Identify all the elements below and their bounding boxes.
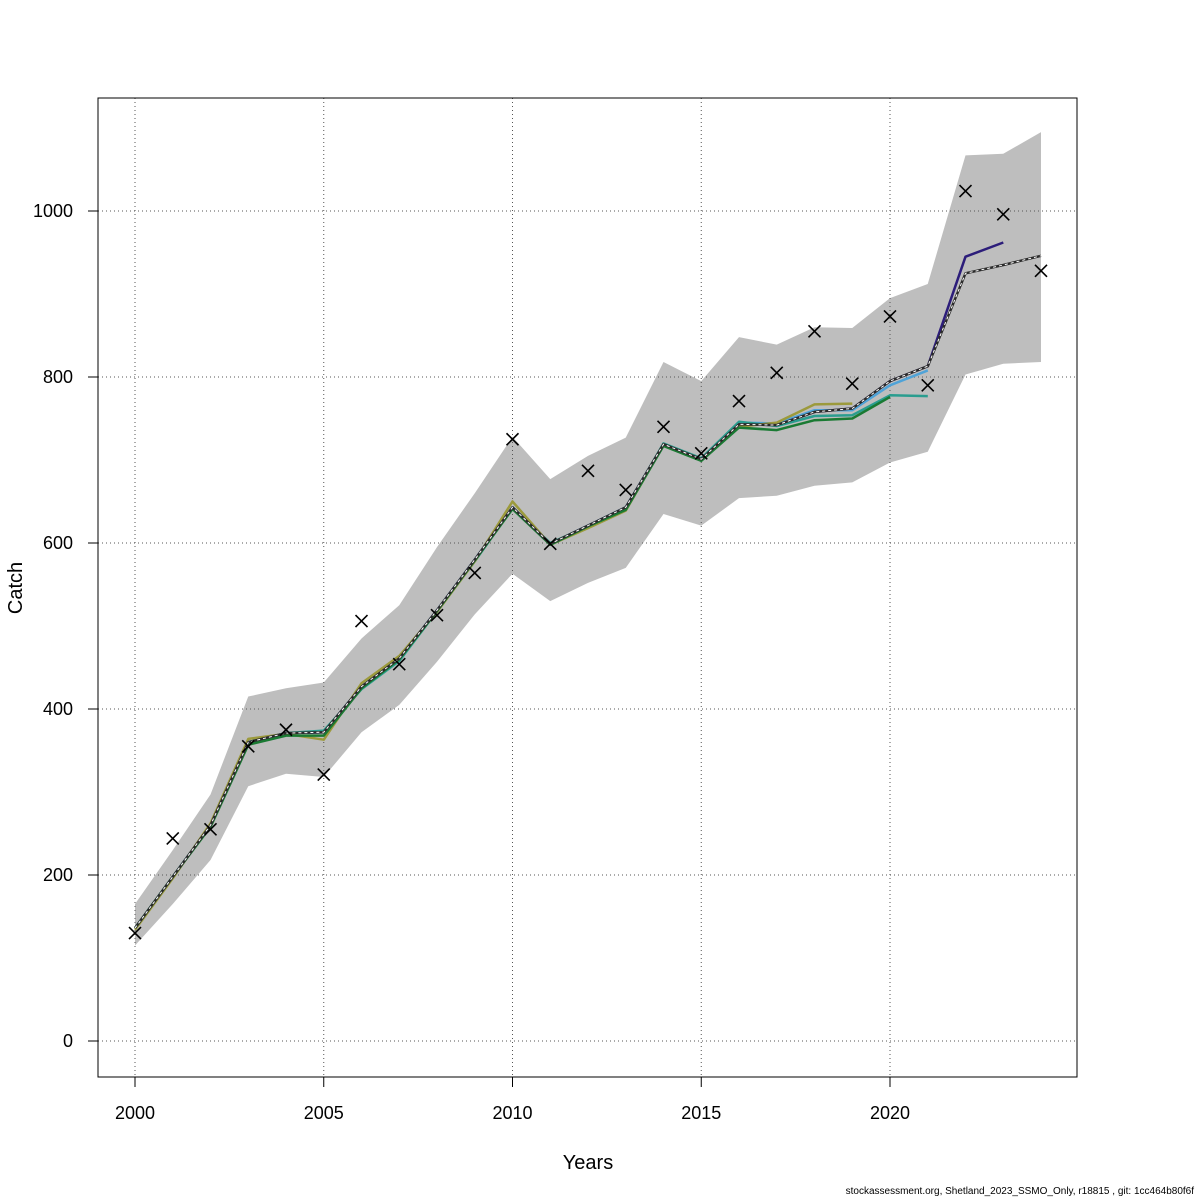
footer-credit: stockassessment.org, Shetland_2023_SSMO_…: [845, 1186, 1194, 1197]
observed-point: [543, 537, 557, 551]
y-tick-label: 800: [43, 367, 73, 387]
confidence-band-layer: [135, 132, 1041, 946]
y-tick-label: 400: [43, 699, 73, 719]
confidence-band: [135, 132, 1041, 946]
observed-point: [883, 309, 897, 323]
x-tick-label: 2010: [492, 1103, 532, 1123]
series-layer: [133, 241, 1042, 931]
observed-point: [732, 394, 746, 408]
observed-point: [845, 377, 859, 391]
x-tick-label: 2015: [681, 1103, 721, 1123]
y-tick-label: 200: [43, 865, 73, 885]
x-tick-label: 2005: [304, 1103, 344, 1123]
observed-point: [996, 207, 1010, 221]
x-tick-label: 2020: [870, 1103, 910, 1123]
observed-points-layer: [128, 184, 1048, 940]
plot-frame: [97, 97, 1078, 1078]
observed-point: [166, 831, 180, 846]
observed-point: [921, 378, 935, 392]
observed-point: [958, 184, 973, 198]
observed-point: [807, 324, 822, 338]
observed-point: [430, 608, 444, 622]
observed-point: [468, 566, 482, 580]
observed-point: [505, 432, 520, 446]
observed-point: [694, 446, 708, 460]
observed-point: [241, 739, 255, 753]
axis-layer: 2000 2005 2010 2015 2020 0 200 400 600 800 1000: [33, 201, 910, 1123]
y-axis-title: Catch: [5, 562, 27, 614]
observed-point: [392, 657, 406, 671]
grid-layer: [98, 98, 1077, 1077]
observed-point: [279, 723, 293, 737]
observed-point: [581, 464, 595, 478]
observed-point: [619, 483, 633, 497]
series-line-dash: [134, 255, 1042, 929]
x-axis-title: Years: [563, 1152, 613, 1174]
observed-point: [354, 614, 369, 628]
observed-point: [1034, 264, 1048, 278]
observed-point: [770, 366, 784, 380]
y-tick-label: 600: [43, 533, 73, 553]
observed-point: [203, 822, 218, 836]
x-tick-label: 2000: [115, 1103, 155, 1123]
y-tick-label: 1000: [33, 201, 73, 221]
y-tick-label: 0: [63, 1031, 73, 1051]
observed-point: [317, 768, 331, 782]
observed-point: [656, 420, 671, 434]
observed-point: [128, 926, 142, 940]
